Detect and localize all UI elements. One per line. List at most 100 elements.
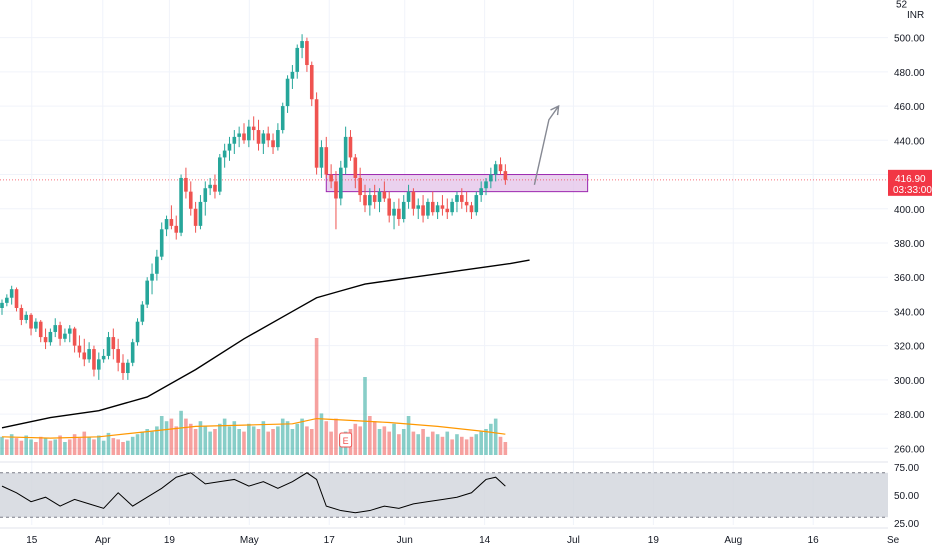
candle-body	[242, 133, 246, 141]
volume-bar	[334, 418, 338, 455]
candle-body	[358, 177, 362, 196]
candle-body	[43, 337, 48, 343]
volume-bar	[368, 416, 372, 455]
volume-bar	[382, 426, 387, 455]
candle-body	[179, 177, 183, 233]
candle-body	[169, 219, 174, 226]
candle-body	[435, 205, 440, 213]
volume-bar	[188, 423, 193, 455]
moving-average-layer	[1, 259, 530, 429]
candle-body	[372, 195, 377, 202]
candle-body	[339, 167, 343, 199]
candle-body	[329, 174, 333, 182]
candle-body	[382, 191, 387, 199]
candle-body	[464, 201, 469, 206]
volume-bar	[19, 440, 24, 455]
volume-bar	[285, 421, 290, 455]
volume-bar	[72, 434, 77, 455]
candle-body	[397, 208, 401, 220]
volume-bar	[353, 423, 358, 455]
candle-body	[343, 136, 348, 168]
earnings-marker	[339, 432, 353, 448]
candle-body	[72, 328, 77, 346]
time-tick-label: 19	[648, 535, 660, 546]
candle-body	[208, 184, 212, 189]
candle-body	[63, 333, 67, 339]
volume-bar	[92, 439, 96, 455]
candle-body	[150, 273, 154, 281]
time-tick-label: May	[240, 535, 259, 546]
candle-body	[188, 191, 193, 209]
candle-body	[416, 205, 421, 209]
candle-body	[87, 349, 91, 360]
volume-bar	[329, 431, 333, 455]
candle-body	[256, 130, 261, 144]
volume-bar	[300, 418, 304, 455]
candle-body	[280, 106, 285, 131]
volume-bar	[203, 426, 208, 455]
volume-bar	[358, 426, 362, 455]
volume-bar	[305, 426, 309, 455]
candle-body	[460, 195, 464, 202]
volume-bar	[406, 416, 411, 455]
candle-body	[406, 191, 411, 202]
volume-bar	[198, 421, 203, 455]
candle-body	[77, 345, 82, 353]
candle-body	[348, 136, 353, 158]
volume-bar	[227, 426, 232, 455]
volume-bar	[430, 431, 435, 455]
volume-bar	[489, 423, 493, 455]
volume-bar	[130, 436, 135, 455]
currency-label: INR	[907, 10, 924, 21]
candle-body	[290, 71, 295, 79]
candle-body	[198, 201, 203, 226]
candle-body	[232, 136, 237, 144]
volume-bar	[435, 434, 440, 455]
volume-bar	[493, 418, 498, 455]
projection-arrow	[533, 105, 560, 185]
candle-body	[324, 147, 329, 175]
rsi-tick-label: 75.00	[894, 463, 919, 474]
candle-body	[5, 297, 9, 303]
volume-bar	[232, 421, 237, 455]
axes: INR 52500.00480.00460.00440.00420.00400.…	[26, 0, 932, 550]
volume-bar	[150, 431, 154, 455]
volume-bar	[14, 438, 19, 455]
volume-bar	[159, 416, 164, 455]
volume-bar	[208, 431, 212, 455]
candle-body	[421, 205, 425, 216]
candle-body	[309, 65, 314, 100]
candle-body	[334, 181, 338, 199]
moving-average-line	[1, 259, 530, 429]
volume-bar	[126, 440, 130, 455]
candle-body	[353, 157, 358, 178]
volume-bar	[97, 435, 101, 455]
volume-bar	[106, 432, 111, 455]
last-price-countdown: 03:33:00	[893, 185, 932, 196]
volume-bar	[411, 431, 416, 455]
time-tick-label: Aug	[724, 535, 742, 546]
candle-body	[276, 130, 280, 148]
volume-bar	[121, 442, 125, 455]
volume-bar	[237, 429, 241, 455]
price-tick-label: 500.00	[894, 34, 925, 45]
volume-bar	[111, 438, 116, 455]
volume-bar	[445, 431, 450, 455]
volume-bar	[5, 439, 9, 455]
volume-bar	[309, 429, 314, 455]
candle-body	[484, 181, 488, 189]
time-tick-label: 15	[26, 535, 38, 546]
candle-body	[67, 328, 72, 334]
volume-bar	[450, 439, 454, 455]
volume-bar	[9, 434, 14, 455]
time-tick-label: Jun	[397, 535, 413, 546]
candle-body	[130, 342, 135, 363]
price-tick-label: 320.00	[894, 342, 925, 353]
volume-bar	[164, 421, 169, 455]
volume-bar	[319, 413, 324, 455]
candle-body	[300, 41, 304, 48]
time-tick-label: 14	[479, 535, 491, 546]
volume-bar	[256, 429, 261, 455]
last-price-badge	[888, 169, 932, 196]
